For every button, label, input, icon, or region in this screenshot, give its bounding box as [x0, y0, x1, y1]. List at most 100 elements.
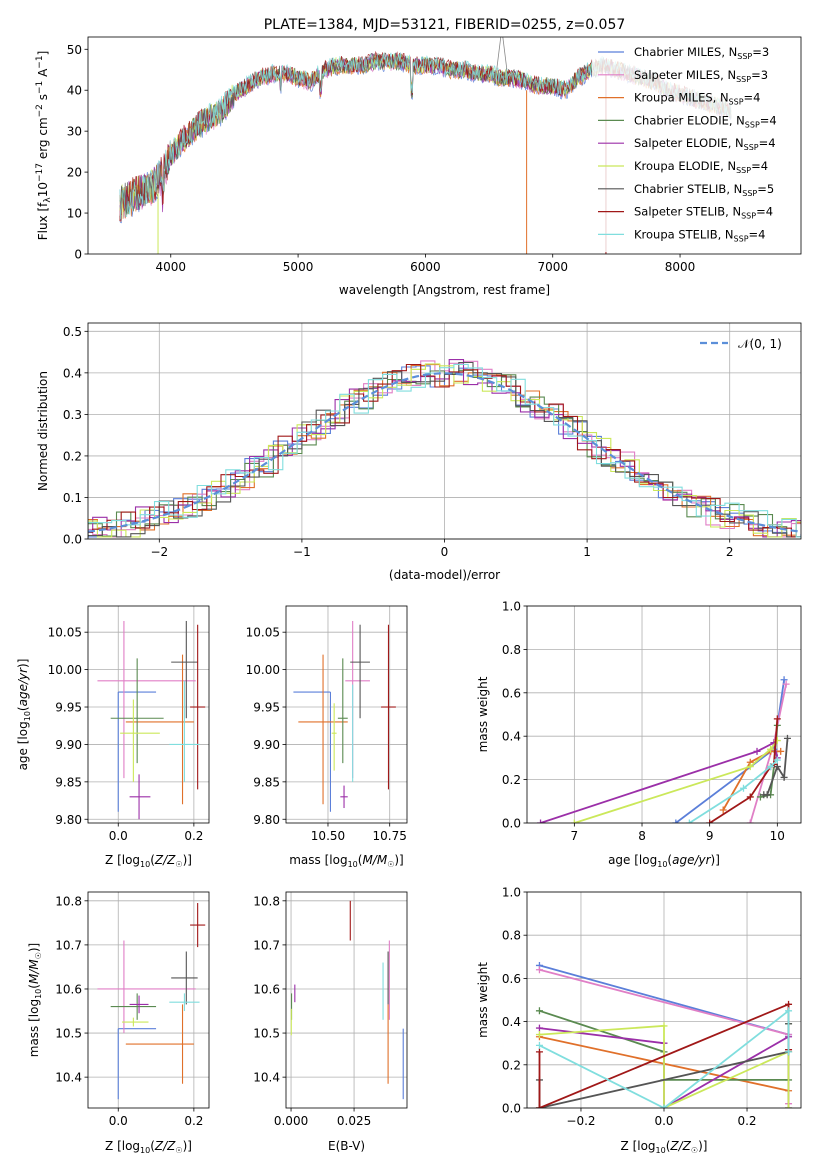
- legend-entry-chabrier_elodie: Chabrier ELODIE, NSSP=4: [634, 113, 777, 129]
- chart-title: PLATE=1384, MJD=53121, FIBERID=0255, z=0…: [264, 17, 626, 33]
- y-axis-label: mass weight: [476, 962, 490, 1038]
- weight-marker-salpeter_miles: [535, 966, 543, 974]
- y-tick-label: 0.2: [63, 449, 82, 463]
- x-axis-label: wavelength [Angstrom, rest frame]: [339, 283, 550, 297]
- weight-marker-chabrier_elodie: [535, 1007, 543, 1015]
- y-tick-label: 10.05: [48, 626, 82, 640]
- axes-z_weight: −0.2 0.0 0.2 0.0 0.2 0.4 0.6 0.8 1.0 Z [log10(Z/Z…: [476, 886, 802, 1155]
- weight-marker-salpeter_stelib: [746, 793, 754, 801]
- legend-box: [592, 42, 797, 252]
- x-axis-label: E(B-V): [328, 1139, 365, 1153]
- weight-marker-salpeter_stelib: [773, 715, 781, 723]
- y-tick-label: 0.1: [63, 491, 82, 505]
- weight-marker-salpeter_stelib: [535, 1048, 543, 1056]
- y-tick-label: 0: [74, 248, 82, 262]
- legend-entry-salpeter_miles: Salpeter MILES, NSSP=3: [634, 68, 768, 84]
- x-tick-label: 10: [770, 829, 785, 843]
- y-tick-label: 0.3: [63, 408, 82, 422]
- weight-marker-salpeter_miles: [782, 680, 790, 688]
- y-tick-label: 10.4: [55, 1071, 82, 1085]
- y-tick-label: 10.00: [48, 663, 82, 677]
- weight-marker-kroupa_stelib: [685, 819, 693, 823]
- weight-marker-salpeter_elodie: [537, 819, 545, 823]
- spectrum-emission-line: [496, 37, 508, 70]
- legend-entry-kroupa_elodie: Kroupa ELODIE, NSSP=4: [634, 159, 768, 175]
- y-tick-label: 9.80: [253, 813, 280, 827]
- axes-frame: [285, 891, 408, 1109]
- x-axis-label: Z [log10(Z/Z☉)]: [621, 1139, 708, 1155]
- legend-entry-salpeter_elodie: Salpeter ELODIE, NSSP=4: [634, 136, 776, 152]
- legend-entry-salpeter_stelib: Salpeter STELIB, NSSP=4: [634, 205, 773, 221]
- y-tick-label: 0.8: [502, 929, 521, 943]
- y-tick-label: 1.0: [502, 886, 521, 900]
- legend: 𝒩(0, 1): [700, 337, 782, 351]
- x-tick-label: 0.025: [337, 1114, 371, 1128]
- x-tick-label: 10.75: [373, 829, 407, 843]
- x-tick-label: 0.0: [109, 1114, 128, 1128]
- x-tick-label: 1: [583, 545, 591, 559]
- weight-marker-chabrier_miles: [780, 676, 788, 684]
- x-tick-label: 0.0: [109, 829, 128, 843]
- weight-marker-kroupa_stelib: [660, 1104, 668, 1108]
- y-tick-label: 10.7: [253, 938, 280, 952]
- weight-line-kroupa_stelib: [539, 1008, 790, 1108]
- axes-z_age: 0.0 0.2 9.80 9.85 9.90 9.95 10.00 10.05 Z [log10…: [16, 605, 210, 869]
- weight-marker-kroupa_stelib: [785, 1048, 793, 1056]
- weight-line-kroupa_elodie: [539, 1024, 790, 1108]
- weight-marker-salpeter_stelib: [535, 1104, 543, 1108]
- x-axis-label: mass [log10(M/M☉)]: [289, 853, 404, 869]
- y-axis-label: age [log10(age/yr)]: [16, 659, 32, 771]
- y-tick-label: 40: [67, 84, 82, 98]
- y-tick-label: 10.8: [55, 894, 82, 908]
- y-tick-label: 10.8: [253, 894, 280, 908]
- weight-line-kroupa_stelib: [688, 759, 778, 823]
- y-tick-label: 10.00: [246, 663, 280, 677]
- axes-frame: [87, 891, 210, 1109]
- weight-marker-kroupa_elodie: [746, 763, 754, 771]
- histogram-chabrier_elodie: [88, 369, 801, 538]
- y-axis-label: Flux [fλ10−17 erg cm−2 s−1 A−1]: [35, 51, 53, 241]
- y-tick-label: 0.4: [502, 730, 521, 744]
- plot-area: [97, 903, 206, 1100]
- weight-marker-chabrier_stelib: [783, 734, 791, 742]
- y-tick-label: 0.0: [502, 817, 521, 831]
- plot-area: [97, 620, 206, 820]
- y-tick-label: 10.05: [246, 626, 280, 640]
- legend-entry-kroupa_stelib: Kroupa STELIB, NSSP=4: [634, 227, 765, 243]
- weight-marker-salpeter_miles: [746, 819, 754, 823]
- x-tick-label: 7000: [537, 260, 568, 274]
- legend-entry-kroupa_miles: Kroupa MILES, NSSP=4: [634, 91, 760, 107]
- axes-spectrum: 4000 5000 6000 7000 8000 0 10 20 30 40 50 PLATE=138…: [35, 17, 802, 297]
- x-tick-label: 0.000: [274, 1114, 308, 1128]
- y-tick-label: 0.4: [502, 1015, 521, 1029]
- weight-marker-kroupa_elodie: [535, 1031, 543, 1039]
- x-axis-label: Z [log10(Z/Z☉)]: [105, 1139, 192, 1155]
- x-tick-label: 2: [726, 545, 734, 559]
- x-axis-label: age [log10(age/yr)]: [608, 853, 720, 869]
- y-tick-label: 9.95: [253, 701, 280, 715]
- x-tick-label: 8: [638, 829, 646, 843]
- y-tick-label: 10: [67, 207, 82, 221]
- legend-label-gauss: 𝒩(0, 1): [738, 337, 782, 351]
- y-tick-label: 0.0: [63, 533, 82, 547]
- x-tick-label: 5000: [283, 260, 314, 274]
- legend: Chabrier MILES, NSSP=3 Salpeter MILES, NS…: [592, 42, 797, 252]
- y-tick-label: 9.90: [253, 738, 280, 752]
- x-tick-label: 9: [706, 829, 714, 843]
- x-tick-label: 10.50: [311, 829, 345, 843]
- plot-area: [535, 961, 793, 1108]
- plot-area: [290, 900, 404, 1100]
- axes-mass_age: 10.50 10.75 9.80 9.85 9.90 9.95 10.00 10.05 mass…: [246, 605, 408, 869]
- weight-marker-kroupa_stelib: [535, 1041, 543, 1049]
- y-tick-label: 0.2: [502, 773, 521, 787]
- axes-z_mass: 0.0 0.2 10.4 10.5 10.6 10.7 10.8 Z [log10(Z/Z☉)…: [27, 891, 210, 1155]
- weight-marker-salpeter_stelib: [785, 1000, 793, 1008]
- y-tick-label: 9.85: [253, 775, 280, 789]
- x-tick-label: 8000: [665, 260, 696, 274]
- weight-marker-kroupa_stelib: [767, 763, 775, 771]
- legend-entry-chabrier_stelib: Chabrier STELIB, NSSP=5: [634, 182, 774, 198]
- histogram-salpeter_stelib: [88, 363, 801, 538]
- y-axis-label: mass weight: [476, 676, 490, 752]
- axes-ebv_mass: 0.000 0.025 10.4 10.5 10.6 10.7 10.8 E(B-V): [253, 891, 408, 1153]
